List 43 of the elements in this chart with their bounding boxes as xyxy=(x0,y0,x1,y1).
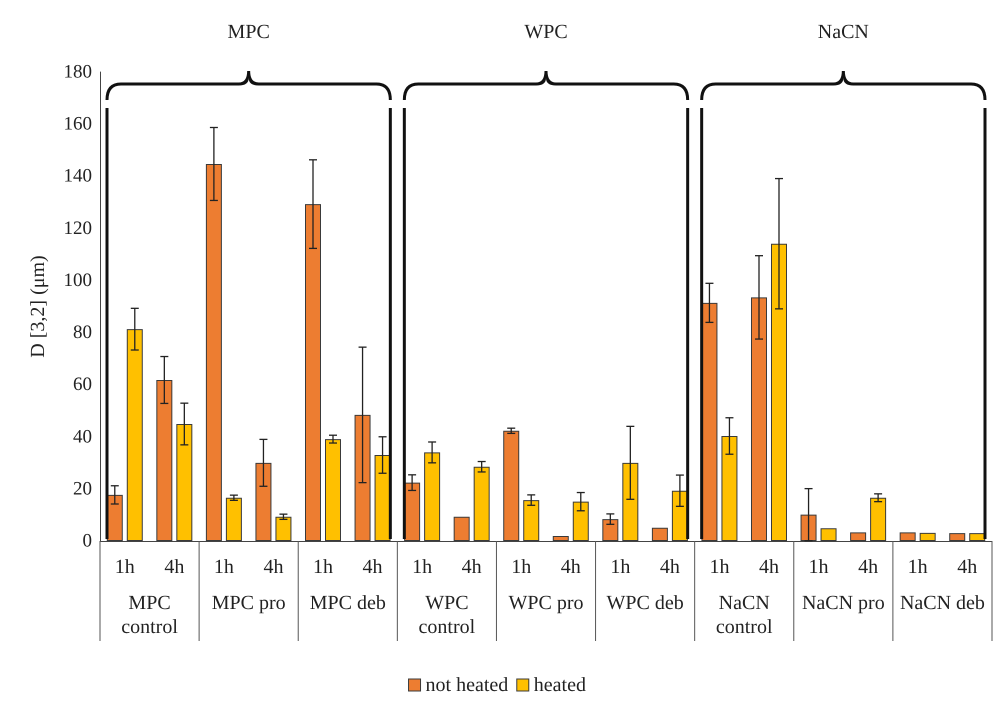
x-tick-label: 4h xyxy=(560,556,581,578)
y-tick-label: 0 xyxy=(82,530,92,552)
text: MPC deb xyxy=(308,591,387,615)
y-tick-label: 120 xyxy=(64,218,92,239)
text: WPC xyxy=(523,20,569,44)
x-tick-label: 1h xyxy=(709,556,730,578)
text: MPC control xyxy=(120,591,179,639)
text: NaCN control xyxy=(714,591,774,639)
y-tick-label: 160 xyxy=(64,114,92,135)
y-tick-label: 60 xyxy=(73,374,92,396)
x-tick-label: 4h xyxy=(164,556,184,578)
x-tick-label: 1h xyxy=(808,556,829,578)
text: WPC pro xyxy=(507,591,584,615)
y-tick-label: 20 xyxy=(73,478,92,500)
x-tick-label: 1h xyxy=(610,556,630,578)
x-tick-label: 1h xyxy=(412,556,432,578)
x-tick-label: 4h xyxy=(362,556,383,578)
text: NaCN xyxy=(816,20,870,44)
y-tick-label: 40 xyxy=(73,426,92,448)
x-tick-label: 4h xyxy=(957,556,978,578)
legend-label: not heated xyxy=(426,674,508,696)
x-tick-label: 4h xyxy=(660,556,680,578)
x-tick-label: 1h xyxy=(511,556,532,578)
text: NaCN deb xyxy=(898,591,986,615)
x-tick-label: 1h xyxy=(908,556,928,578)
text: WPC deb xyxy=(605,591,685,615)
text: WPC control xyxy=(418,591,476,639)
x-tick-label: 4h xyxy=(858,556,878,578)
x-tick-label: 1h xyxy=(313,556,333,578)
x-tick-label: 4h xyxy=(462,556,482,578)
text: NaCN pro xyxy=(800,591,886,615)
y-tick-label: 80 xyxy=(73,322,92,344)
legend-label: heated xyxy=(534,674,586,696)
y-axis-title: D [3,2] (μm) xyxy=(27,255,49,358)
text: MPC xyxy=(226,20,271,44)
x-tick-label: 4h xyxy=(759,556,779,578)
text: MPC pro xyxy=(210,591,287,615)
x-tick-label: 1h xyxy=(214,556,234,578)
y-tick-label: 140 xyxy=(64,166,92,187)
y-tick-label: 100 xyxy=(64,270,92,291)
x-tick-label: 4h xyxy=(263,556,284,578)
x-tick-label: 1h xyxy=(114,556,135,578)
y-tick-label: 180 xyxy=(64,62,92,82)
